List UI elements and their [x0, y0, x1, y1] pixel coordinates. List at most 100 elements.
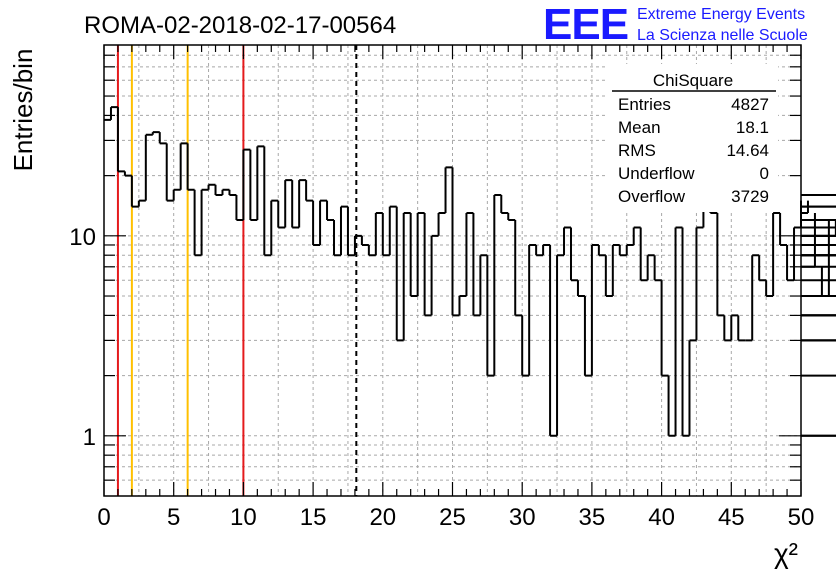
- stats-label-rms: RMS: [618, 141, 656, 160]
- histogram-bin: [444, 166, 453, 214]
- histogram-bin: [374, 212, 383, 256]
- histogram-bin: [681, 227, 690, 437]
- histogram-bin: [801, 254, 836, 257]
- histogram-bin: [590, 243, 599, 376]
- histogram-bin: [298, 179, 307, 228]
- histogram-bin: [221, 188, 230, 196]
- histogram-bin: [801, 265, 836, 268]
- histogram-bin: [465, 212, 474, 297]
- histogram-bin: [270, 199, 279, 256]
- histogram-bin: [242, 148, 251, 220]
- histogram-bin: [339, 205, 348, 256]
- histogram-bin: [765, 280, 774, 298]
- histogram-bin: [235, 195, 244, 221]
- x-tick-label: 0: [97, 504, 110, 531]
- histogram-bin: [144, 133, 153, 201]
- histogram-bin: [751, 254, 760, 341]
- histogram-bin: [786, 244, 795, 282]
- histogram-bin: [758, 255, 767, 282]
- histogram-bin: [249, 149, 258, 221]
- histogram-bin: [542, 243, 551, 256]
- eee-logo: EEE Extreme Energy Events La Scienza nel…: [543, 0, 808, 49]
- histogram-bin: [521, 315, 530, 377]
- histogram-bin: [319, 199, 328, 245]
- histogram-bin: [801, 314, 836, 317]
- histogram-bin: [597, 244, 606, 257]
- histogram-bin: [618, 244, 627, 257]
- stats-value-entries: 4827: [731, 95, 769, 114]
- histogram-bin: [801, 205, 836, 208]
- histogram-bin: [639, 227, 648, 282]
- histogram-bin: [611, 243, 620, 297]
- histogram-bin: [528, 243, 537, 376]
- x-tick-label: 15: [300, 504, 327, 531]
- histogram-bin: [632, 226, 641, 245]
- histogram-bin: [625, 243, 634, 256]
- histogram-bin: [109, 106, 118, 120]
- x-tick-label: 40: [648, 504, 675, 531]
- histogram-bin: [395, 206, 404, 342]
- histogram-bin: [801, 266, 823, 298]
- x-tick-label: 50: [788, 504, 815, 531]
- histogram-bin: [801, 339, 836, 342]
- histogram-bin: [479, 254, 488, 316]
- histogram-bin: [646, 254, 655, 281]
- histogram-bin: [123, 171, 132, 177]
- histogram-bin: [207, 183, 216, 190]
- histogram-bin: [801, 314, 836, 317]
- x-tick-label: 30: [509, 504, 536, 531]
- vertical-markers: [116, 45, 358, 496]
- histogram-bin: [200, 188, 209, 256]
- histogram: [104, 106, 836, 437]
- histogram-bin: [801, 434, 836, 437]
- histogram-bin: [116, 107, 125, 173]
- stats-value-rms: 14.64: [726, 141, 769, 160]
- histogram-bin: [333, 219, 341, 257]
- stats-box: ChiSquare Entries 4827 Mean 18.1 RMS 14.…: [608, 64, 778, 212]
- x-tick-label: 45: [718, 504, 745, 531]
- histogram-bin: [801, 226, 836, 229]
- histogram-bin: [801, 243, 836, 246]
- histogram-bin: [353, 234, 362, 256]
- histogram-bin: [165, 143, 174, 202]
- histogram-bin: [801, 374, 836, 377]
- histogram-bin: [151, 131, 160, 135]
- histogram-bin: [801, 295, 836, 298]
- histogram-bin: [458, 295, 467, 316]
- eee-logo-line2: La Scienza nelle Scuole: [637, 27, 808, 44]
- x-tick-label: 20: [369, 504, 396, 531]
- histogram-bin: [563, 226, 571, 256]
- axes: 0 5 10 15 20 25 30 35 40 45 50 1 10: [69, 44, 815, 531]
- histogram-bin: [569, 227, 578, 282]
- eee-logo-line1: Extreme Energy Events: [637, 6, 805, 23]
- x-tick-label: 5: [167, 504, 180, 531]
- histogram-bin: [416, 212, 425, 297]
- histogram-bin: [576, 280, 585, 298]
- histogram-bin: [667, 375, 676, 437]
- histogram-bin: [801, 279, 836, 282]
- histogram-bin: [723, 315, 732, 342]
- y-tick-label: 10: [69, 224, 96, 251]
- chart-title: ROMA-02-2018-02-17-00564: [84, 12, 396, 39]
- histogram-bin: [312, 200, 321, 246]
- histogram-bin: [305, 180, 314, 202]
- histogram-bin: [737, 315, 746, 342]
- histogram-bin: [514, 219, 523, 317]
- histogram-bin: [284, 179, 293, 228]
- histogram-bin: [486, 255, 495, 377]
- histogram-bin: [130, 175, 139, 208]
- histogram-bin: [653, 255, 662, 282]
- stats-value-mean: 18.1: [736, 118, 769, 137]
- histogram-bin: [688, 339, 697, 436]
- histogram-bin: [801, 434, 836, 437]
- histogram-bin: [801, 213, 816, 268]
- histogram-bin: [423, 213, 432, 317]
- histogram-bin: [193, 189, 202, 257]
- histogram-bin: [158, 132, 167, 145]
- histogram-bin: [228, 189, 237, 197]
- eee-logo-mark: EEE: [543, 0, 628, 49]
- histogram-bin: [451, 167, 460, 317]
- histogram-bin: [326, 200, 335, 221]
- histogram-bin: [263, 146, 272, 257]
